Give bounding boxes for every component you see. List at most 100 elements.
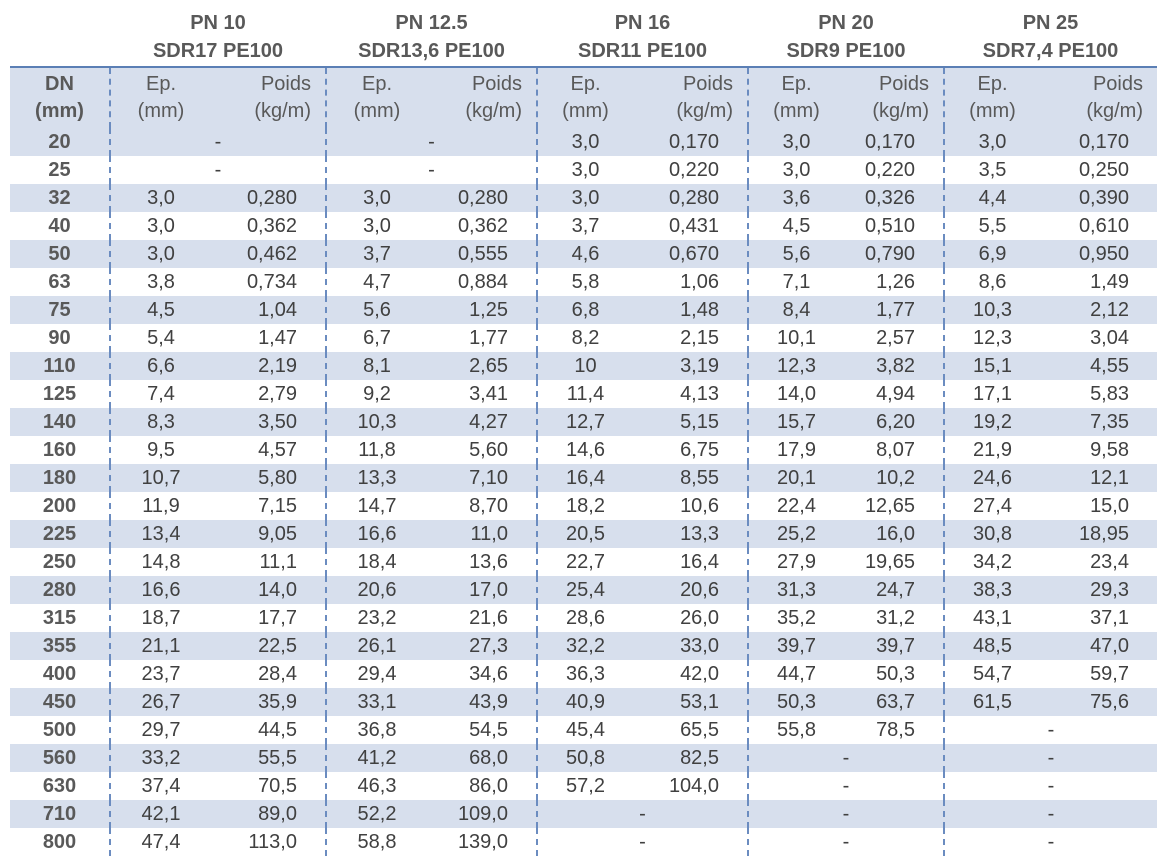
cell-poids: 23,4 [1040,548,1157,576]
header-poids-label: Poids [471,73,522,95]
header-dn-unit: (mm) [35,100,84,122]
header-ep: Ep. (mm) [748,68,844,128]
cell-poids: 11,0 [427,520,538,548]
table-row: 500 29,7 44,5 36,8 54,5 45,4 65,5 55,8 78,5- [10,716,1157,744]
cell-ep: 35,2 [748,604,844,632]
cell-ep: 32,2 [537,632,633,660]
cell-dn: 110 [10,352,111,380]
cell-ep: 8,4 [748,296,844,324]
cell-ep: 11,4 [537,380,633,408]
cell-ep: 3,0 [110,184,211,212]
cell-dn: 560 [10,744,111,772]
group-header-pn12-5: PN 12.5 SDR13,6 PE100 [326,9,537,67]
cell-dn: 50 [10,240,111,268]
cell-ep: 11,8 [326,436,427,464]
cell-not-available: - [944,716,1157,744]
cell-dn: 25 [10,156,111,184]
cell-poids: 9,05 [211,520,327,548]
cell-poids: 54,5 [427,716,538,744]
cell-poids: 26,0 [633,604,749,632]
cell-ep: 27,9 [748,548,844,576]
cell-ep: 44,7 [748,660,844,688]
table-row: 125 7,4 2,79 9,2 3,41 11,4 4,13 14,0 4,94 17,1 5,8… [10,380,1157,408]
cell-ep: 39,7 [748,632,844,660]
table-row: 315 18,7 17,7 23,2 21,6 28,6 26,0 35,2 31,2 43,1 3… [10,604,1157,632]
cell-poids: 5,80 [211,464,327,492]
cell-poids: 13,6 [427,548,538,576]
cell-ep: 6,8 [537,296,633,324]
cell-dn: 315 [10,604,111,632]
cell-poids: 3,19 [633,352,749,380]
cell-ep: 45,4 [537,716,633,744]
table-row: 630 37,4 70,5 46,3 86,0 57,2 104,0- - [10,772,1157,800]
cell-poids: 2,15 [633,324,749,352]
cell-not-available: - [944,744,1157,772]
cell-dn: 140 [10,408,111,436]
group-pn-label: PN 25 [1022,12,1079,34]
cell-ep: 23,7 [110,660,211,688]
cell-ep: 5,5 [944,212,1040,240]
cell-ep: 46,3 [326,772,427,800]
cell-poids: 43,9 [427,688,538,716]
pressure-class-header: PN 10 SDR17 PE100 PN 12.5 SDR13,6 PE100 … [0,9,1168,67]
cell-not-available: - [110,128,327,156]
cell-poids: 17,7 [211,604,327,632]
cell-ep: 12,7 [537,408,633,436]
cell-dn: 500 [10,716,111,744]
table-row: 140 8,3 3,50 10,3 4,27 12,7 5,15 15,7 6,20 19,2 7,… [10,408,1157,436]
cell-ep: 3,0 [326,212,427,240]
cell-poids: 19,65 [844,548,945,576]
cell-poids: 7,10 [427,464,538,492]
cell-ep: 9,5 [110,436,211,464]
cell-ep: 3,7 [326,240,427,268]
cell-poids: 1,04 [211,296,327,324]
cell-poids: 2,57 [844,324,945,352]
cell-ep: 4,6 [537,240,633,268]
cell-ep: 11,9 [110,492,211,520]
cell-poids: 59,7 [1040,660,1157,688]
cell-not-available: - [944,828,1157,856]
cell-ep: 24,6 [944,464,1040,492]
cell-ep: 18,4 [326,548,427,576]
cell-ep: 22,7 [537,548,633,576]
cell-ep: 14,8 [110,548,211,576]
group-header-pn16: PN 16 SDR11 PE100 [537,9,748,67]
cell-ep: 15,1 [944,352,1040,380]
cell-poids: 35,9 [211,688,327,716]
cell-ep: 36,3 [537,660,633,688]
cell-poids: 1,47 [211,324,327,352]
cell-ep: 3,8 [110,268,211,296]
table-row: 75 4,5 1,04 5,6 1,25 6,8 1,48 8,4 1,77 10,3 2,12 [10,296,1157,324]
cell-poids: 68,0 [427,744,538,772]
cell-dn: 200 [10,492,111,520]
cell-dn: 450 [10,688,111,716]
cell-ep: 19,2 [944,408,1040,436]
cell-poids: 22,5 [211,632,327,660]
header-rule [10,66,1157,68]
cell-ep: 52,2 [326,800,427,828]
table-row: 400 23,7 28,4 29,4 34,6 36,3 42,0 44,7 50,3 54,7 5… [10,660,1157,688]
cell-poids: 28,4 [211,660,327,688]
table-row: 450 26,7 35,9 33,1 43,9 40,9 53,1 50,3 63,7 61,5 7… [10,688,1157,716]
cell-ep: 47,4 [110,828,211,856]
cell-dn: 32 [10,184,111,212]
cell-ep: 3,7 [537,212,633,240]
group-pn-label: PN 12.5 [395,12,468,34]
table-row: 25- -3,0 0,220 3,0 0,220 3,5 0,250 [10,156,1157,184]
cell-poids: 2,12 [1040,296,1157,324]
cell-poids: 0,326 [844,184,945,212]
cell-ep: 5,6 [748,240,844,268]
cell-poids: 4,13 [633,380,749,408]
cell-poids: 20,6 [633,576,749,604]
cell-ep: 3,0 [326,184,427,212]
cell-poids: 0,170 [1040,128,1157,156]
header-ep-unit: (mm) [353,100,401,122]
cell-poids: 50,3 [844,660,945,688]
header-ep-label: Ep. [570,73,601,95]
cell-poids: 1,06 [633,268,749,296]
cell-poids: 0,431 [633,212,749,240]
cell-ep: 12,3 [944,324,1040,352]
header-ep: Ep. (mm) [110,68,211,128]
cell-ep: 3,0 [110,240,211,268]
